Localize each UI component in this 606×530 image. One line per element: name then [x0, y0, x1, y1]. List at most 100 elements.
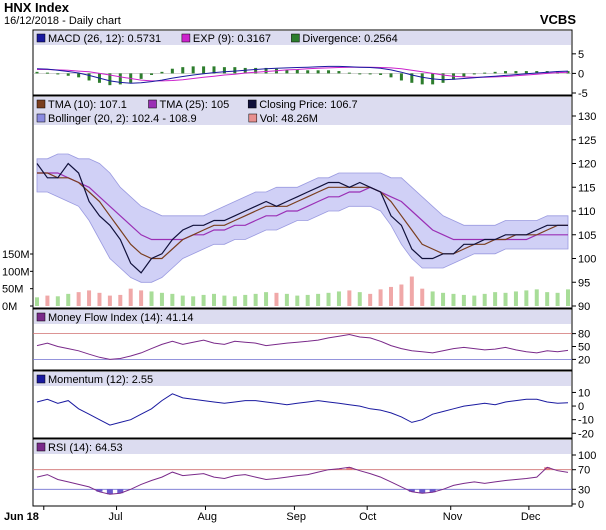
volume-tick-label: 100M — [2, 266, 30, 278]
volume-bar — [55, 296, 60, 306]
macd-divergence-bar — [441, 73, 445, 83]
volume-bar — [493, 292, 498, 306]
volume-bar — [357, 292, 362, 306]
price-legend-swatch — [148, 99, 157, 109]
rsi-oversold-area — [117, 489, 124, 494]
macd-legend-bar — [34, 31, 571, 45]
mfi-tick-label: 50 — [578, 342, 590, 354]
macd-divergence-bar — [493, 71, 497, 74]
volume-bar — [305, 294, 310, 306]
rsi-legend-swatch — [36, 442, 46, 452]
volume-bar — [555, 292, 560, 306]
macd-divergence-bar — [285, 69, 289, 74]
volume-bar — [87, 290, 92, 306]
volume-bar — [524, 290, 529, 306]
macd-divergence-bar — [108, 73, 112, 86]
volume-bar — [201, 294, 206, 306]
volume-bar — [316, 293, 321, 306]
macd-divergence-bar — [191, 66, 195, 74]
volume-tick-label: 0M — [2, 301, 17, 313]
mfi-line — [36, 333, 569, 360]
macd-divergence-bar — [504, 71, 508, 74]
macd-divergence-bar — [306, 70, 310, 74]
volume-bar — [368, 293, 373, 306]
price-legend-label: Closing Price: 106.7 — [259, 99, 357, 111]
price-legend-swatch — [36, 113, 46, 123]
macd-divergence-bar — [368, 73, 372, 75]
volume-bar — [264, 292, 269, 306]
volume-bar — [35, 297, 39, 306]
volume-bar — [139, 290, 144, 306]
mfi-tick-label: 80 — [578, 329, 590, 341]
macd-divergence-bar — [202, 66, 206, 74]
macd-divergence-bar — [379, 73, 383, 75]
macd-divergence-bar — [420, 73, 424, 85]
volume-bar — [222, 295, 227, 306]
macd-legend-label: MACD (26, 12): 0.5731 — [48, 33, 161, 45]
volume-bar — [347, 290, 352, 306]
rsi-oversold-area — [429, 489, 436, 493]
volume-bar — [566, 289, 570, 306]
price-tick-label: 90 — [578, 301, 590, 313]
macd-divergence-bar — [77, 73, 81, 78]
volume-bar — [45, 295, 50, 306]
rsi-oversold-area — [106, 489, 113, 495]
price-tick-label: 130 — [578, 111, 596, 123]
macd-legend-swatch — [291, 33, 300, 43]
x-tick-label: Aug — [197, 511, 217, 523]
macd-divergence-bar — [212, 66, 216, 74]
price-legend-label: TMA (25): 105 — [160, 99, 230, 111]
rsi-oversold-area — [408, 489, 415, 492]
price-legend-swatch — [36, 99, 46, 109]
volume-bar — [274, 292, 279, 306]
rsi-overbought-area — [544, 467, 551, 470]
macd-legend-swatch — [36, 33, 46, 43]
volume-bar — [180, 295, 185, 306]
rsi-line — [36, 466, 569, 495]
volume-bar — [66, 293, 71, 306]
rsi-legend-bar — [34, 440, 571, 454]
volume-bar — [503, 292, 508, 306]
rsi-oversold-area — [96, 489, 103, 492]
page-title: HNX Index — [4, 0, 70, 15]
macd-legend-label: EXP (9): 0.3167 — [193, 33, 271, 45]
mfi-tick-label: 20 — [578, 354, 590, 366]
macd-divergence-bar — [514, 71, 518, 74]
momentum-tick-label: 0 — [578, 401, 584, 413]
volume-bar — [430, 291, 435, 306]
volume-bar — [159, 292, 164, 306]
macd-divergence-bar — [337, 71, 341, 74]
macd-divergence-bar — [462, 73, 466, 77]
macd-divergence-bar — [181, 67, 185, 74]
volume-bar — [107, 295, 112, 306]
volume-tick-label: 50M — [2, 284, 23, 296]
volume-bar — [389, 286, 393, 306]
momentum-legend-bar — [34, 372, 571, 386]
mfi-legend-swatch — [36, 312, 46, 322]
volume-bar — [326, 292, 331, 306]
rsi-tick-label: 100 — [578, 450, 596, 462]
chart-subtitle: 16/12/2018 - Daily chart — [4, 15, 121, 27]
macd-tick-label: -5 — [578, 88, 588, 100]
macd-divergence-bar — [483, 72, 487, 74]
macd-divergence-bar — [66, 73, 70, 76]
x-tick-label: Oct — [359, 511, 376, 523]
rsi-overbought-area — [346, 467, 353, 470]
price-legend-label: TMA (10): 107.1 — [48, 99, 127, 111]
macd-divergence-bar — [160, 71, 164, 74]
price-tick-label: 115 — [578, 182, 596, 194]
rsi-oversold-area — [419, 489, 426, 494]
volume-tick-label: 150M — [2, 249, 30, 261]
momentum-legend-label: Momentum (12): 2.55 — [48, 374, 153, 386]
x-tick-label: Sep — [286, 511, 306, 523]
volume-bar — [399, 284, 404, 306]
tma10-line — [37, 172, 568, 260]
macd-divergence-bar — [35, 71, 39, 74]
volume-bar — [451, 293, 456, 306]
x-tick-label: Nov — [443, 511, 463, 523]
macd-divergence-bar — [535, 71, 539, 74]
volume-bar — [409, 276, 414, 306]
volume-bar — [76, 292, 81, 306]
x-tick-label: Dec — [521, 511, 541, 523]
